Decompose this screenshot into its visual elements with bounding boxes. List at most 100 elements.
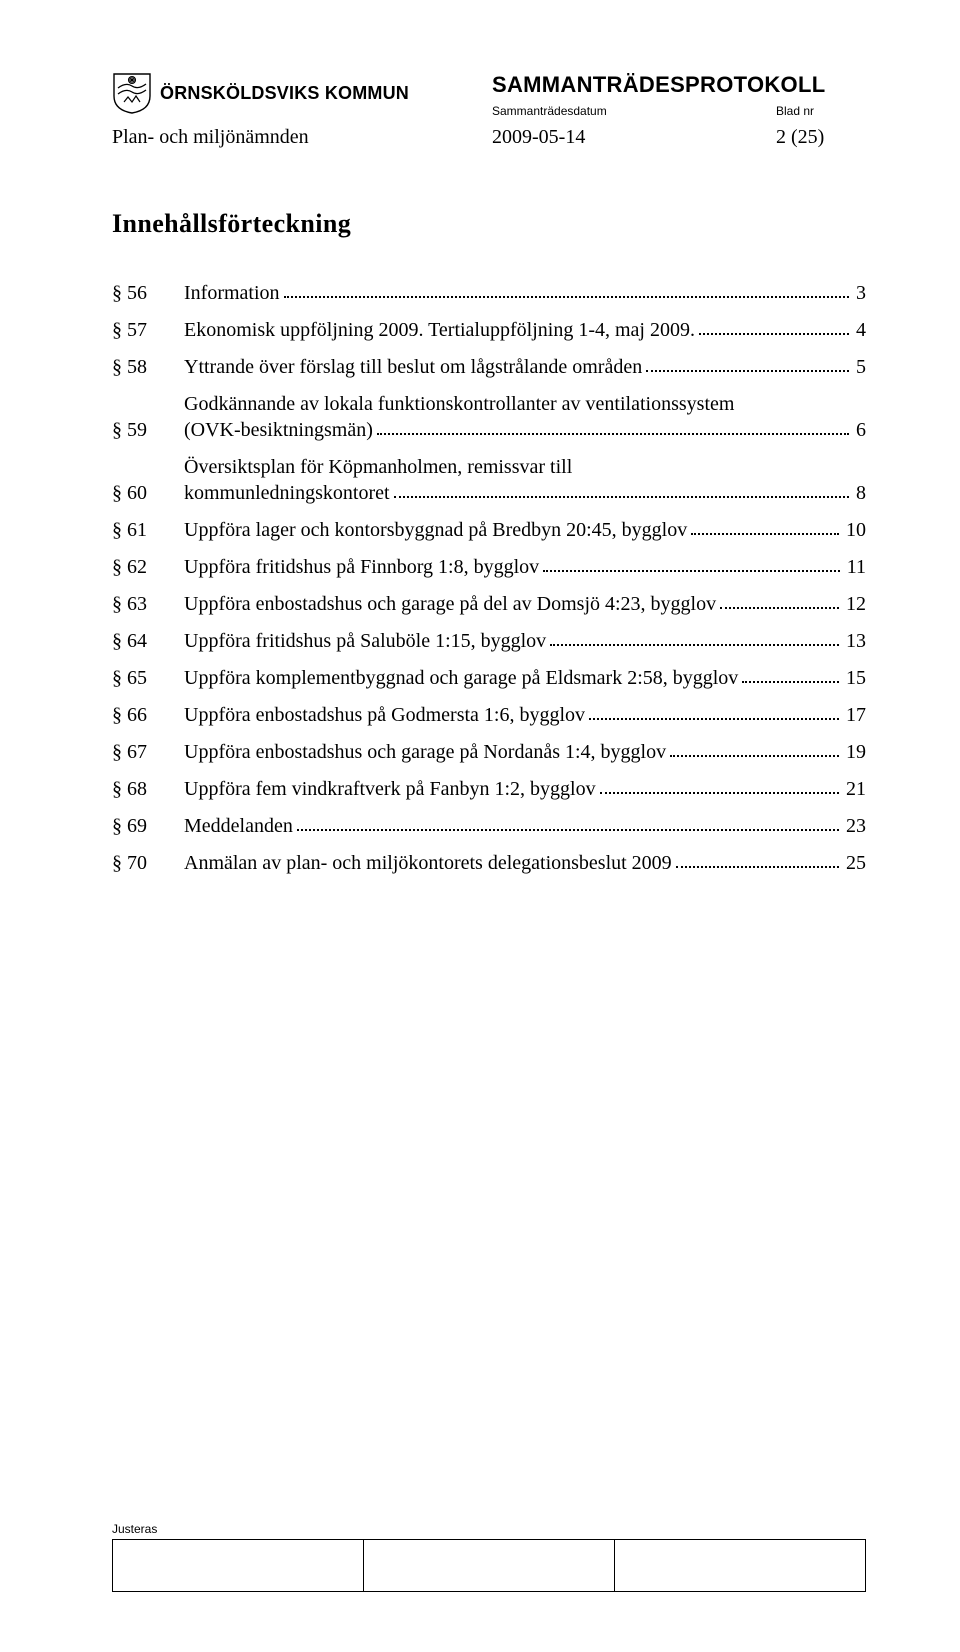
toc-row: § 61Uppföra lager och kontorsbyggnad på … — [112, 520, 866, 540]
toc-dot-leader — [589, 718, 839, 720]
table-of-contents: § 56Information3§ 57Ekonomisk uppföljnin… — [112, 283, 866, 873]
header: ÖRNSKÖLDSVIKS KOMMUN SAMMANTRÄDESPROTOKO… — [112, 72, 866, 118]
toc-section-number: § 68 — [112, 779, 184, 799]
toc-page-number: 5 — [853, 357, 866, 377]
municipality-logo-icon — [112, 72, 152, 114]
toc-dot-leader — [543, 570, 840, 572]
meta-row: Plan- och miljönämnden 2009-05-14 2 (25) — [112, 126, 866, 149]
toc-page-number: 12 — [843, 594, 866, 614]
signature-cell — [113, 1540, 364, 1592]
footer-label: Justeras — [112, 1522, 866, 1536]
toc-section-number: § 62 — [112, 557, 184, 577]
document-title: SAMMANTRÄDESPROTOKOLL — [492, 72, 866, 98]
toc-section-number: § 58 — [112, 357, 184, 377]
toc-row: § 59Godkännande av lokala funktionskontr… — [112, 394, 866, 440]
toc-page-number: 8 — [853, 483, 866, 503]
toc-page-number: 6 — [853, 420, 866, 440]
toc-row: § 67Uppföra enbostadshus och garage på N… — [112, 742, 866, 762]
toc-entry-text: Anmälan av plan- och miljökontorets dele… — [184, 853, 672, 873]
toc-page-number: 11 — [844, 557, 866, 577]
toc-entry-body: Yttrande över förslag till beslut om låg… — [184, 357, 866, 377]
signature-cell — [364, 1540, 615, 1592]
toc-section-number: § 63 — [112, 594, 184, 614]
page-number: 2 (25) — [776, 126, 866, 149]
toc-entry-text: Översiktsplan för Köpmanholmen, remissva… — [184, 457, 866, 477]
toc-entry-body: Uppföra enbostadshus på Godmersta 1:6, b… — [184, 705, 866, 725]
toc-entry-text: Uppföra fritidshus på Finnborg 1:8, bygg… — [184, 557, 539, 577]
toc-entry-text: Uppföra enbostadshus och garage på Norda… — [184, 742, 666, 762]
toc-section-number: § 65 — [112, 668, 184, 688]
toc-page-number: 19 — [843, 742, 866, 762]
toc-section-number: § 67 — [112, 742, 184, 762]
header-right: SAMMANTRÄDESPROTOKOLL Sammanträdesdatum … — [492, 72, 866, 118]
toc-dot-leader — [394, 496, 849, 498]
logo-block: ÖRNSKÖLDSVIKS KOMMUN — [112, 72, 492, 114]
toc-entry-body: Meddelanden 23 — [184, 816, 866, 836]
toc-dot-leader — [646, 370, 849, 372]
toc-section-number: § 70 — [112, 853, 184, 873]
toc-entry-body: Uppföra enbostadshus och garage på del a… — [184, 594, 866, 614]
toc-entry-body: Information 3 — [184, 283, 866, 303]
toc-entry-text: Uppföra enbostadshus och garage på del a… — [184, 594, 716, 614]
toc-entry-text: Ekonomisk uppföljning 2009. Tertialuppfö… — [184, 320, 695, 340]
label-date: Sammanträdesdatum — [492, 104, 776, 118]
toc-entry-body: Uppföra fritidshus på Finnborg 1:8, bygg… — [184, 557, 866, 577]
toc-page-number: 10 — [843, 520, 866, 540]
toc-dot-leader — [691, 533, 839, 535]
toc-page-number: 23 — [843, 816, 866, 836]
toc-row: § 57Ekonomisk uppföljning 2009. Tertialu… — [112, 320, 866, 340]
toc-dot-leader — [670, 755, 839, 757]
committee-name: Plan- och miljönämnden — [112, 126, 492, 149]
toc-dot-leader — [377, 433, 849, 435]
toc-section-number: § 61 — [112, 520, 184, 540]
toc-row: § 60Översiktsplan för Köpmanholmen, remi… — [112, 457, 866, 503]
toc-entry-text: Information — [184, 283, 280, 303]
toc-dot-leader — [600, 792, 839, 794]
toc-row: § 56Information3 — [112, 283, 866, 303]
toc-page-number: 21 — [843, 779, 866, 799]
toc-row: § 68Uppföra fem vindkraftverk på Fanbyn … — [112, 779, 866, 799]
toc-section-number: § 64 — [112, 631, 184, 651]
toc-dot-leader — [699, 333, 849, 335]
toc-entry-body: Uppföra enbostadshus och garage på Norda… — [184, 742, 866, 762]
toc-dot-leader — [284, 296, 849, 298]
toc-dot-leader — [676, 866, 839, 868]
meeting-date: 2009-05-14 — [492, 126, 776, 149]
header-sublabels: Sammanträdesdatum Blad nr — [492, 104, 866, 118]
toc-row: § 69Meddelanden 23 — [112, 816, 866, 836]
toc-entry-body: Översiktsplan för Köpmanholmen, remissva… — [184, 457, 866, 503]
toc-entry-text: kommunledningskontoret — [184, 483, 390, 503]
toc-entry-text: Uppföra fem vindkraftverk på Fanbyn 1:2,… — [184, 779, 596, 799]
toc-dot-leader — [297, 829, 839, 831]
footer: Justeras — [112, 1522, 866, 1592]
toc-row: § 66Uppföra enbostadshus på Godmersta 1:… — [112, 705, 866, 725]
toc-section-number: § 69 — [112, 816, 184, 836]
toc-section-number: § 66 — [112, 705, 184, 725]
toc-entry-text: Uppföra enbostadshus på Godmersta 1:6, b… — [184, 705, 585, 725]
toc-row: § 70Anmälan av plan- och miljökontorets … — [112, 853, 866, 873]
toc-entry-body: Uppföra lager och kontorsbyggnad på Bred… — [184, 520, 866, 540]
toc-row: § 64Uppföra fritidshus på Saluböle 1:15,… — [112, 631, 866, 651]
toc-page-number: 3 — [853, 283, 866, 303]
toc-row: § 63Uppföra enbostadshus och garage på d… — [112, 594, 866, 614]
toc-section-number: § 59 — [112, 420, 184, 440]
toc-entry-body: Uppföra komplementbyggnad och garage på … — [184, 668, 866, 688]
toc-page-number: 17 — [843, 705, 866, 725]
toc-section-number: § 57 — [112, 320, 184, 340]
toc-page-number: 4 — [853, 320, 866, 340]
toc-dot-leader — [720, 607, 839, 609]
toc-entry-text: Uppföra lager och kontorsbyggnad på Bred… — [184, 520, 687, 540]
page: ÖRNSKÖLDSVIKS KOMMUN SAMMANTRÄDESPROTOKO… — [0, 0, 960, 1652]
toc-entry-text: Godkännande av lokala funktionskontrolla… — [184, 394, 866, 414]
toc-page-number: 15 — [843, 668, 866, 688]
toc-section-number: § 60 — [112, 483, 184, 503]
toc-entry-text: Meddelanden — [184, 816, 293, 836]
label-pageno: Blad nr — [776, 104, 866, 118]
toc-row: § 65Uppföra komplementbyggnad och garage… — [112, 668, 866, 688]
toc-row: § 62Uppföra fritidshus på Finnborg 1:8, … — [112, 557, 866, 577]
toc-row: § 58Yttrande över förslag till beslut om… — [112, 357, 866, 377]
toc-entry-body: Ekonomisk uppföljning 2009. Tertialuppfö… — [184, 320, 866, 340]
toc-dot-leader — [550, 644, 839, 646]
toc-entry-text: Yttrande över förslag till beslut om låg… — [184, 357, 642, 377]
toc-entry-text: Uppföra fritidshus på Saluböle 1:15, byg… — [184, 631, 546, 651]
